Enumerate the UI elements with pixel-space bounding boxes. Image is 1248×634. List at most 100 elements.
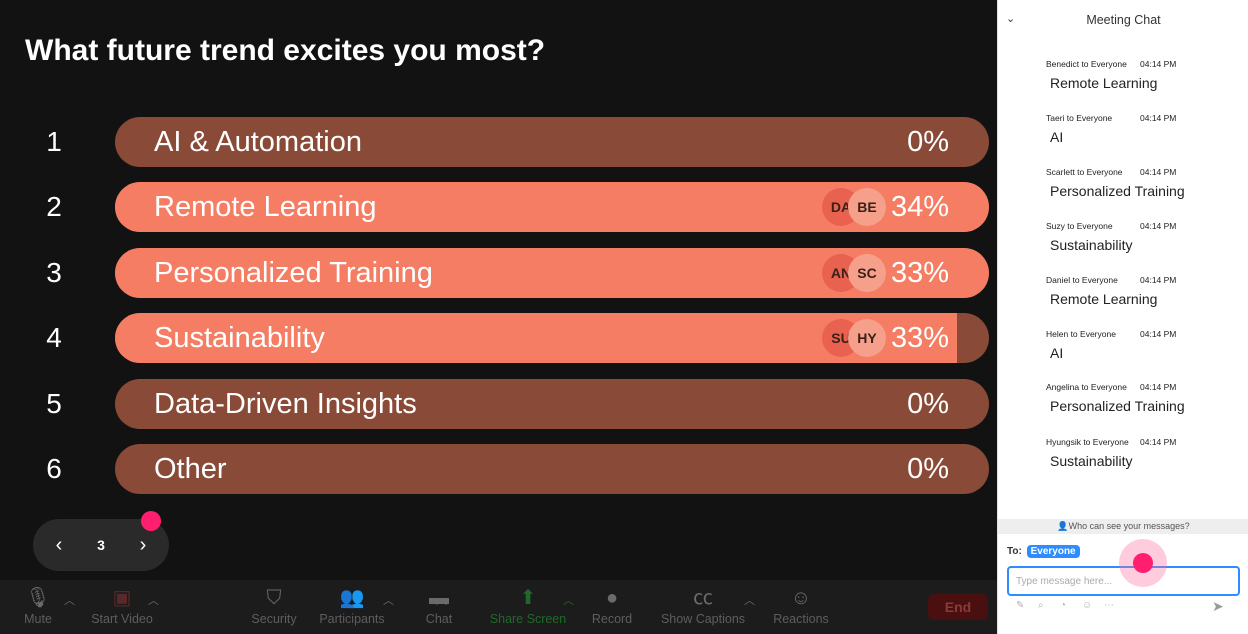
record-label: Record bbox=[591, 612, 633, 626]
avatar: BE bbox=[848, 188, 886, 226]
chevron-up-icon[interactable]: ︿ bbox=[148, 595, 159, 607]
file-icon[interactable]: ◔ bbox=[1060, 600, 1067, 611]
option-label: Other bbox=[154, 453, 227, 485]
option-number: 3 bbox=[46, 257, 62, 288]
message-sender: Helen to Everyone bbox=[1046, 329, 1116, 339]
notification-dot bbox=[141, 511, 161, 531]
chat-message: Angelina to Everyone 04:14 PM Personalized… bbox=[1046, 381, 1241, 414]
chevron-up-icon[interactable]: ︿ bbox=[563, 595, 574, 607]
record-icon: ● bbox=[605, 587, 619, 609]
chevron-up-icon[interactable]: ︿ bbox=[383, 595, 394, 607]
participants-button[interactable]: 👥 Participants bbox=[314, 584, 390, 630]
poll-option-bar[interactable]: Other 0% bbox=[115, 444, 989, 494]
option-percent: 0% bbox=[907, 388, 949, 420]
captions-icon: ㏄ bbox=[693, 587, 713, 609]
message-sender: Suzy to Everyone bbox=[1046, 221, 1113, 231]
poll-option-bar[interactable]: Sustainability SU HY 33% bbox=[115, 313, 989, 363]
smiley-icon: ☺ bbox=[790, 587, 812, 609]
message-time: 04:14 PM bbox=[1140, 275, 1177, 285]
poll-question: What future trend excites you most? bbox=[25, 34, 546, 67]
chevron-up-icon[interactable]: ︿ bbox=[436, 595, 447, 607]
message-meta: Helen to Everyone 04:14 PM bbox=[1046, 328, 1241, 340]
voter-avatars: DA BE bbox=[822, 188, 886, 226]
chevron-up-icon[interactable]: ︿ bbox=[64, 595, 75, 607]
message-meta: Scarlett to Everyone 04:14 PM bbox=[1046, 166, 1241, 178]
message-text: Personalized Training bbox=[1050, 183, 1185, 199]
show-captions-label: Show Captions bbox=[660, 612, 746, 626]
chat-message: Daniel to Everyone 04:14 PM Remote Learnin… bbox=[1046, 274, 1241, 307]
message-text: AI bbox=[1050, 129, 1064, 145]
person-icon: 👤 bbox=[1057, 521, 1069, 531]
chat-message: Hyungsik to Everyone 04:14 PM Sustainabili… bbox=[1046, 436, 1241, 469]
message-text: Remote Learning bbox=[1050, 75, 1158, 91]
voter-avatars: SU HY bbox=[822, 319, 886, 357]
show-captions-button[interactable]: ㏄ Show Captions bbox=[656, 584, 750, 630]
chevron-left-icon[interactable]: ‹ bbox=[55, 534, 63, 556]
screenshot-icon[interactable]: ⌕ bbox=[1038, 600, 1044, 611]
participants-label: Participants bbox=[319, 612, 385, 626]
message-sender: Benedict to Everyone bbox=[1046, 59, 1127, 69]
chat-title: Meeting Chat bbox=[1086, 13, 1161, 27]
message-meta: Angelina to Everyone 04:14 PM bbox=[1046, 381, 1241, 393]
chevron-right-icon[interactable]: › bbox=[139, 534, 147, 556]
chat-label: Chat bbox=[425, 612, 453, 626]
option-number: 4 bbox=[46, 322, 62, 353]
poll-option-bar[interactable]: Data-Driven Insights 0% bbox=[115, 379, 989, 429]
mute-button[interactable]: 🎙 Mute bbox=[14, 584, 62, 630]
who-can-see-messages[interactable]: 👤Who can see your messages? bbox=[998, 519, 1248, 534]
option-percent: 34% bbox=[890, 191, 949, 223]
video-off-icon: ▣ bbox=[112, 587, 132, 609]
option-label: Remote Learning bbox=[154, 191, 377, 223]
share-screen-label: Share Screen bbox=[489, 612, 567, 626]
option-label: Personalized Training bbox=[154, 257, 433, 289]
send-icon[interactable]: ➤ bbox=[1212, 598, 1224, 614]
message-text: AI bbox=[1050, 345, 1064, 361]
share-screen-icon: ⬆ bbox=[519, 587, 537, 609]
format-icon[interactable]: ✎ bbox=[1016, 600, 1025, 611]
voter-avatars: AN SC bbox=[822, 254, 886, 292]
message-time: 04:14 PM bbox=[1140, 382, 1177, 392]
chevron-up-icon[interactable]: ︿ bbox=[744, 595, 755, 607]
option-percent: 33% bbox=[890, 322, 949, 354]
security-button[interactable]: ⛉ Security bbox=[246, 584, 302, 630]
more-icon[interactable]: ⋯ bbox=[1104, 600, 1114, 611]
avatar: SC bbox=[848, 254, 886, 292]
to-label: To: bbox=[1007, 546, 1022, 557]
message-time: 04:14 PM bbox=[1140, 329, 1177, 339]
recipient-dropdown[interactable]: Everyone bbox=[1026, 545, 1080, 558]
avatar: HY bbox=[848, 319, 886, 357]
cursor-dot bbox=[1133, 553, 1153, 573]
chevron-down-icon[interactable]: ⌄ bbox=[1006, 13, 1016, 25]
message-text: Remote Learning bbox=[1050, 291, 1158, 307]
shield-icon: ⛉ bbox=[266, 587, 282, 609]
message-text: Sustainability bbox=[1050, 237, 1133, 253]
chat-header: ⌄ Meeting Chat bbox=[998, 0, 1248, 40]
message-meta: Benedict to Everyone 04:14 PM bbox=[1046, 58, 1241, 70]
chat-message-input[interactable] bbox=[1007, 566, 1240, 596]
emoji-icon[interactable]: ☺ bbox=[1082, 600, 1093, 611]
meeting-toolbar: 🎙 Mute ︿ ▣ Start Video ︿ ⛉ Security 👥 Pa… bbox=[0, 580, 997, 634]
record-button[interactable]: ● Record bbox=[588, 584, 636, 630]
start-video-button[interactable]: ▣ Start Video bbox=[86, 584, 158, 630]
message-meta: Daniel to Everyone 04:14 PM bbox=[1046, 274, 1241, 286]
page-number: 3 bbox=[97, 537, 105, 553]
option-number: 1 bbox=[46, 126, 62, 157]
mute-label: Mute bbox=[24, 612, 52, 626]
option-label: Sustainability bbox=[154, 322, 325, 354]
end-meeting-button[interactable]: End bbox=[928, 594, 988, 620]
option-percent: 0% bbox=[907, 126, 949, 158]
option-number: 5 bbox=[46, 388, 62, 419]
chat-message: Benedict to Everyone 04:14 PM Remote Learn… bbox=[1046, 58, 1241, 91]
poll-option-bar[interactable]: AI & Automation 0% bbox=[115, 117, 989, 167]
message-time: 04:14 PM bbox=[1140, 113, 1177, 123]
participants-icon: 👥 bbox=[339, 587, 365, 609]
message-time: 04:14 PM bbox=[1140, 437, 1177, 447]
poll-option-bar[interactable]: Personalized Training AN SC 33% bbox=[115, 248, 989, 298]
poll-result-fill bbox=[115, 313, 957, 363]
message-sender: Hyungsik to Everyone bbox=[1046, 437, 1129, 447]
chat-button[interactable]: ▬ Chat bbox=[418, 584, 460, 630]
message-sender: Scarlett to Everyone bbox=[1046, 167, 1123, 177]
share-screen-button[interactable]: ⬆ Share Screen bbox=[486, 584, 570, 630]
poll-option-bar[interactable]: Remote Learning DA BE 34% bbox=[115, 182, 989, 232]
reactions-button[interactable]: ☺ Reactions bbox=[770, 584, 832, 630]
